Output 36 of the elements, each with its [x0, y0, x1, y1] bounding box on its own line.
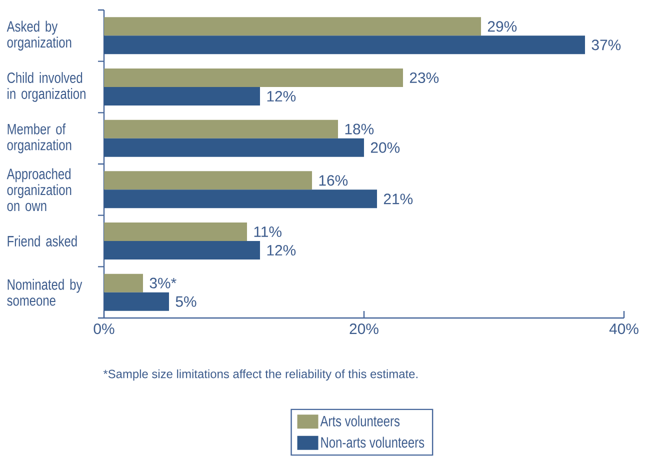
text: *Sample size limitations affect the reliability of this estimate.	[103, 369, 418, 381]
bar	[104, 17, 482, 36]
bar	[104, 274, 143, 292]
bar	[104, 222, 247, 241]
data-label: 11%	[254, 226, 282, 237]
data-label: 12%	[267, 90, 296, 102]
legend-label: Arts volunteers	[320, 415, 400, 426]
data-label: 3%*	[150, 278, 176, 288]
y-tick-label: Friend asked	[8, 236, 77, 246]
y-tick-label: Asked by organization	[6, 20, 72, 51]
bar	[104, 241, 260, 260]
bar	[104, 36, 586, 54]
data-label: 37%	[592, 40, 621, 50]
y-tick-label: Member of organization	[7, 123, 72, 154]
y-tick-label: Child involved in organization	[7, 72, 86, 102]
data-label: 29%	[488, 21, 517, 32]
x-tick-label: 0%	[94, 324, 114, 334]
y-tick-label: Approached organization on own	[6, 168, 72, 212]
data-label: 18%	[345, 124, 374, 134]
x-tick-label: 40%	[609, 324, 638, 334]
legend-label: Non-arts volunteers	[321, 436, 424, 448]
y-tick-label: Nominated by someone	[7, 278, 82, 306]
data-label: 23%	[410, 72, 439, 84]
bar	[104, 171, 312, 190]
bar	[104, 68, 404, 88]
bar	[104, 120, 338, 138]
x-tick-label: 20%	[350, 324, 378, 334]
data-label: 5%	[176, 296, 196, 307]
data-label: 21%	[384, 194, 413, 204]
data-label: 20%	[370, 142, 400, 153]
bar	[104, 138, 364, 157]
bar	[104, 87, 260, 106]
bar	[104, 190, 378, 208]
bar	[104, 292, 169, 311]
data-label: 12%	[267, 244, 296, 256]
data-label: 16%	[319, 175, 348, 186]
